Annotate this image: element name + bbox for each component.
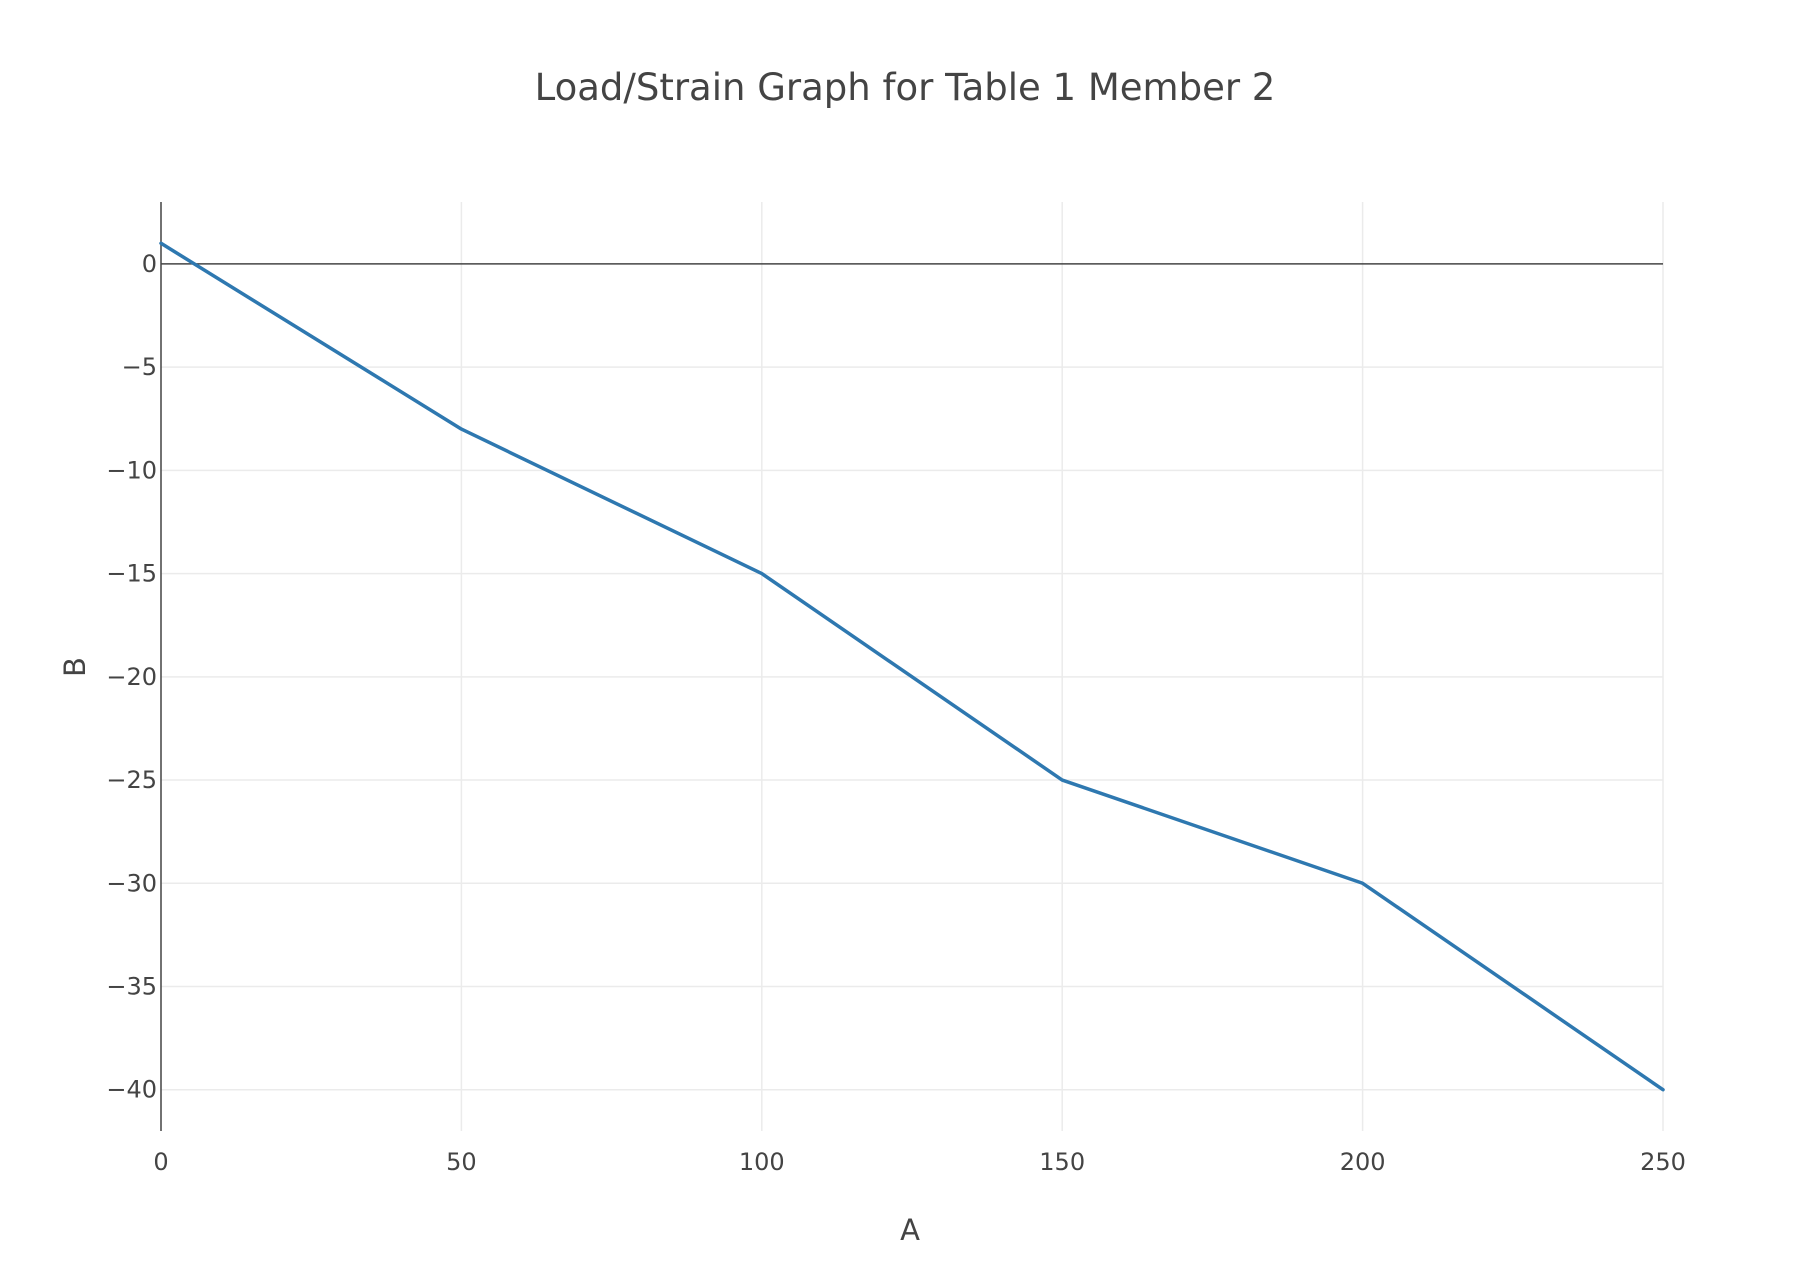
series-line	[159, 241, 1665, 1092]
grid	[161, 202, 1664, 1131]
x-tick-label: 250	[1640, 1148, 1686, 1176]
tick-labels: 0 50 100 150 200 250 0 −5 −10 −15 −20 −25 −30 −35 −40	[106, 250, 1686, 1176]
x-tick-label: 100	[739, 1148, 785, 1176]
y-tick-label: 0	[142, 250, 157, 278]
y-tick-label: −5	[122, 353, 157, 381]
y-tick-label: −10	[106, 456, 157, 484]
y-tick-label: −40	[106, 1076, 157, 1104]
y-tick-label: −35	[106, 972, 157, 1000]
chart-title: Load/Strain Graph for Table 1 Member 2	[535, 66, 1276, 109]
x-axis-title: A	[900, 1213, 920, 1247]
series-group	[159, 241, 1665, 1092]
y-tick-label: −20	[106, 663, 157, 691]
y-axis-title: B	[58, 657, 92, 677]
x-tick-label: 150	[1039, 1148, 1085, 1176]
y-tick-label: −30	[106, 869, 157, 897]
axes	[160, 202, 1663, 1131]
x-tick-label: 0	[153, 1148, 168, 1176]
y-tick-label: −25	[106, 766, 157, 794]
y-tick-label: −15	[106, 560, 157, 588]
x-tick-label: 200	[1340, 1148, 1386, 1176]
x-tick-label: 50	[446, 1148, 477, 1176]
